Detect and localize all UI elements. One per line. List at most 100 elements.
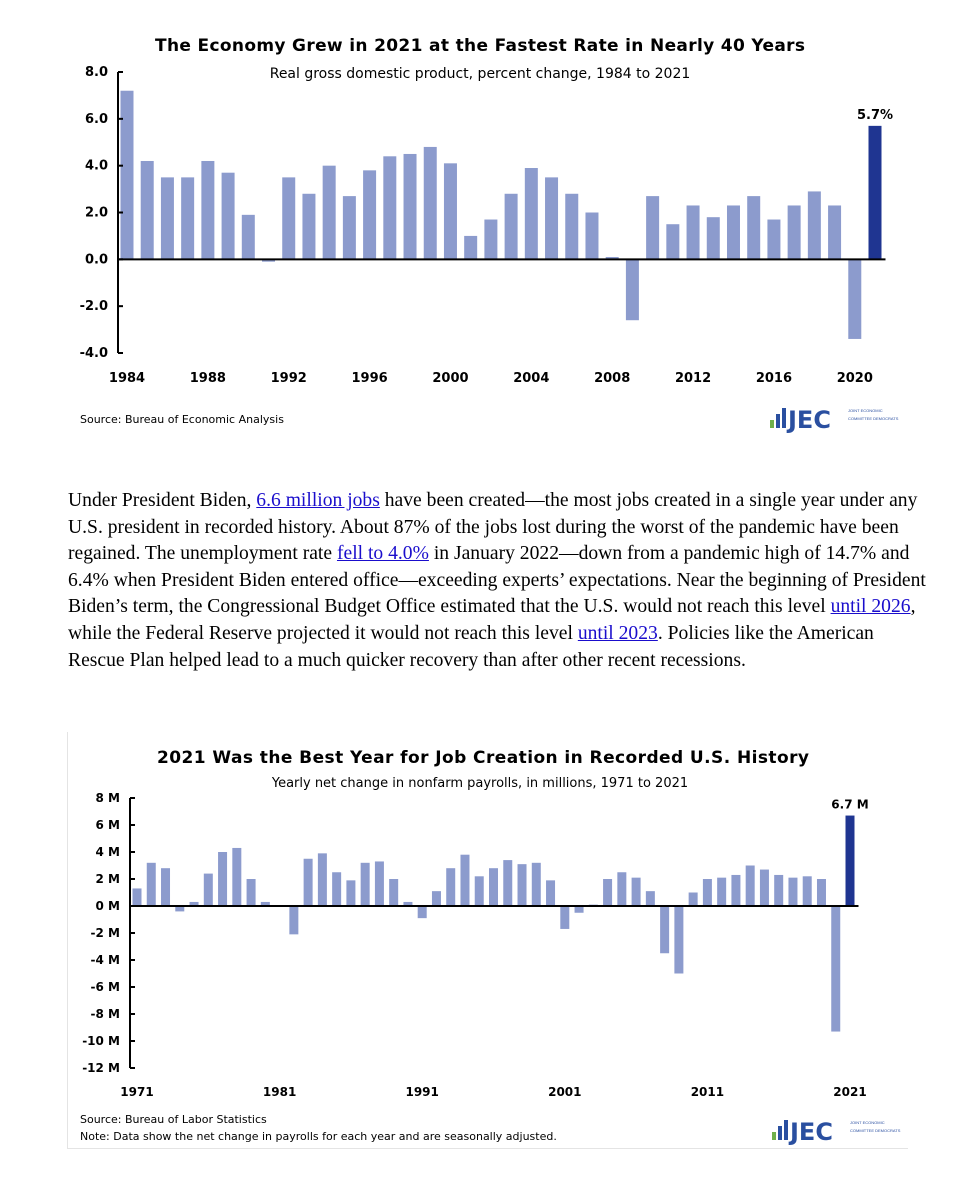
bar-2000 bbox=[546, 880, 556, 906]
link-6-6-million-jobs[interactable]: 6.6 million jobs bbox=[256, 490, 380, 511]
bar-2013 bbox=[706, 217, 720, 260]
bar-1978 bbox=[232, 847, 242, 906]
chart-source: Source: Bureau of Economic Analysis bbox=[80, 413, 284, 426]
y-tick-label: 2 M bbox=[96, 872, 120, 886]
y-tick-label: -10 M bbox=[82, 1034, 120, 1048]
y-tick-label: -6 M bbox=[91, 980, 120, 994]
bar-1980 bbox=[260, 901, 270, 906]
svg-text:JEC: JEC bbox=[788, 1118, 833, 1146]
bar-2018 bbox=[807, 191, 821, 260]
link-until-2023[interactable]: until 2023 bbox=[577, 622, 658, 644]
x-tick-label: 2000 bbox=[432, 371, 468, 386]
jobs-chart: 2021 Was the Best Year for Job Creation … bbox=[80, 748, 901, 1146]
bar-1994 bbox=[322, 165, 336, 260]
bar-2002 bbox=[484, 219, 498, 260]
bar-2000 bbox=[443, 163, 457, 260]
chart-note: Note: Data show the net change in payrol… bbox=[80, 1130, 557, 1143]
bar-1992 bbox=[431, 891, 441, 906]
bar-1989 bbox=[389, 879, 399, 906]
chart-frame bbox=[67, 732, 908, 1149]
bar-1997 bbox=[503, 860, 513, 906]
bar-2012 bbox=[686, 205, 700, 260]
bar-2016 bbox=[774, 874, 784, 906]
bar-1993 bbox=[446, 868, 456, 906]
bar-1976 bbox=[203, 873, 213, 906]
y-tick-label: 0.0 bbox=[85, 252, 108, 267]
bar-2006 bbox=[631, 877, 641, 906]
bar-2017 bbox=[788, 877, 798, 906]
bar-1995 bbox=[474, 876, 484, 906]
link-until-2026[interactable]: until 2026 bbox=[830, 596, 911, 618]
svg-text:JOINT ECONOMIC: JOINT ECONOMIC bbox=[850, 1120, 885, 1125]
y-tick-label: 0 M bbox=[96, 899, 120, 913]
text: have been created—the most jobs created … bbox=[68, 490, 918, 565]
x-tick-label: 2008 bbox=[594, 371, 630, 386]
bar-2014 bbox=[745, 865, 755, 906]
bar-1977 bbox=[218, 852, 228, 906]
bar-2004 bbox=[524, 168, 538, 260]
x-tick-label: 2021 bbox=[833, 1085, 866, 1099]
x-tick-label: 2001 bbox=[548, 1085, 581, 1099]
bar-1985 bbox=[140, 160, 154, 260]
bar-1990 bbox=[241, 214, 255, 260]
svg-text:COMMITTEE DEMOCRATS: COMMITTEE DEMOCRATS bbox=[848, 416, 899, 421]
bar-1975 bbox=[189, 901, 199, 906]
bar-2015 bbox=[759, 869, 769, 906]
text: . Policies like the American Rescue Plan… bbox=[68, 622, 874, 671]
bar-1986 bbox=[346, 880, 356, 906]
gdp-chart: The Economy Grew in 2021 at the Fastest … bbox=[80, 36, 899, 434]
bar-2019 bbox=[828, 205, 842, 260]
jec-logo: JEC JOINT ECONOMIC COMMITTEE DEMOCRATS bbox=[770, 406, 899, 434]
bar-1988 bbox=[201, 160, 215, 260]
x-tick-label: 1991 bbox=[405, 1085, 438, 1099]
bar-1985 bbox=[332, 872, 342, 906]
x-tick-label: 1971 bbox=[120, 1085, 153, 1099]
body-paragraph: Under President Biden, 6.6 million jobs … bbox=[68, 488, 928, 674]
bar-2021 bbox=[868, 125, 882, 260]
bar-2019 bbox=[816, 879, 826, 906]
y-tick-label: 8.0 bbox=[85, 65, 108, 80]
bar-1998 bbox=[517, 864, 527, 906]
bar-2016 bbox=[767, 219, 781, 260]
bar-1992 bbox=[282, 177, 296, 260]
bar-2011 bbox=[702, 879, 712, 906]
bar-2007 bbox=[585, 212, 599, 260]
x-tick-label: 2004 bbox=[513, 371, 549, 386]
jec-logo: JEC JOINT ECONOMIC COMMITTEE DEMOCRATS bbox=[772, 1118, 901, 1146]
bar-1987 bbox=[181, 177, 195, 260]
y-tick-label: 2.0 bbox=[85, 206, 108, 221]
bar-1991 bbox=[417, 906, 427, 919]
bar-1999 bbox=[531, 862, 541, 906]
text: , while the Federal Reserve projected it… bbox=[68, 596, 916, 644]
bar-2013 bbox=[731, 874, 741, 906]
bar-2018 bbox=[802, 876, 812, 906]
bar-1998 bbox=[403, 153, 417, 260]
bar-2009 bbox=[625, 259, 639, 321]
highlight-data-label: 6.7 M bbox=[831, 798, 868, 812]
bar-1995 bbox=[342, 196, 356, 260]
bar-1972 bbox=[146, 862, 156, 906]
bar-1982 bbox=[289, 906, 299, 935]
bar-2001 bbox=[560, 906, 570, 929]
y-tick-label: 6 M bbox=[96, 818, 120, 832]
y-tick-label: -12 M bbox=[82, 1061, 120, 1075]
chart-source: Source: Bureau of Labor Statistics bbox=[80, 1113, 267, 1126]
chart-subtitle: Real gross domestic product, percent cha… bbox=[270, 66, 691, 82]
link-fell-to-4[interactable]: fell to 4.0% bbox=[336, 543, 429, 565]
bar-2015 bbox=[747, 196, 761, 260]
bar-2010 bbox=[646, 196, 660, 260]
x-tick-label: 1981 bbox=[263, 1085, 296, 1099]
bar-1999 bbox=[423, 146, 437, 260]
bar-2014 bbox=[726, 205, 740, 260]
y-tick-label: -2.0 bbox=[80, 299, 108, 314]
svg-text:JOINT ECONOMIC: JOINT ECONOMIC bbox=[848, 408, 883, 413]
bar-2005 bbox=[617, 872, 627, 906]
bar-2004 bbox=[603, 879, 613, 906]
bar-1984 bbox=[317, 853, 327, 906]
bar-2011 bbox=[666, 224, 680, 260]
x-tick-label: 1996 bbox=[352, 371, 388, 386]
bar-2017 bbox=[787, 205, 801, 260]
y-tick-label: 4 M bbox=[96, 845, 120, 859]
bar-1996 bbox=[363, 170, 377, 260]
bar-2006 bbox=[565, 193, 579, 260]
